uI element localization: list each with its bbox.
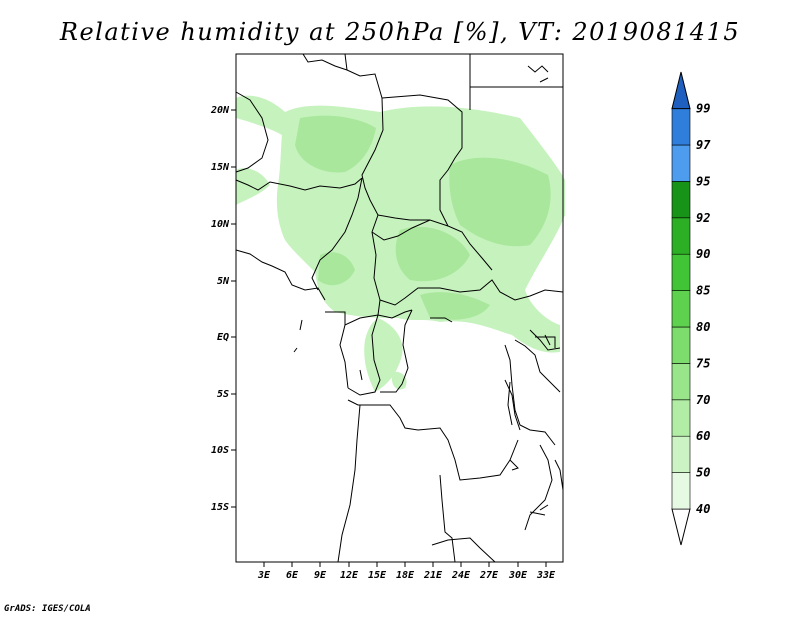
colorbar-label: 90: [696, 247, 710, 261]
map-frame: [235, 53, 564, 563]
lon-label: 33E: [536, 570, 556, 581]
lat-label: 10S: [211, 445, 229, 456]
lon-label: 24E: [451, 570, 471, 581]
lat-label: EQ: [217, 332, 229, 343]
lat-label: 5S: [217, 389, 229, 400]
colorbar-swatch: [671, 326, 691, 364]
colorbar-label: 92: [696, 211, 710, 225]
lon-label: 30E: [508, 570, 528, 581]
lon-label: 27E: [479, 570, 499, 581]
colorbar-label: 80: [696, 320, 710, 334]
lon-label: 15E: [368, 570, 387, 581]
lon-label: 6E: [286, 570, 299, 581]
colorbar-top-arrow: [671, 71, 691, 110]
colorbar-swatch: [671, 217, 691, 255]
colorbar-swatch: [671, 472, 691, 510]
lat-label: 20N: [210, 105, 230, 116]
colorbar-swatch: [671, 144, 691, 182]
lat-label: 5N: [217, 276, 230, 287]
lon-label: 3E: [257, 570, 271, 581]
chart-title: Relative humidity at 250hPa [%], VT: 201…: [59, 18, 741, 46]
colorbar-label: 97: [696, 138, 711, 152]
lon-label: 18E: [396, 570, 415, 581]
colorbar-label: 60: [696, 429, 710, 443]
lon-label: 9E: [314, 570, 327, 581]
colorbar-swatch: [671, 399, 691, 437]
humidity-shading-darker: [295, 115, 551, 320]
lon-label: 21E: [423, 570, 443, 581]
latitude-axis: 20N 15N 10N 5N EQ 5S 10S 15S: [210, 105, 236, 513]
colorbar-label: 95: [696, 174, 710, 188]
colorbar-label: 85: [696, 284, 710, 298]
colorbar-label: 70: [696, 393, 710, 407]
colorbar-swatch: [671, 253, 691, 291]
colorbar-label: 40: [696, 502, 710, 516]
colorbar-swatch: [671, 363, 691, 401]
lat-label: 15S: [211, 502, 229, 513]
lat-label: 10N: [211, 219, 230, 230]
colorbar-swatch: [671, 108, 691, 146]
colorbar: 40 50 60 70 75 80 85 90 92 95 97 99: [671, 71, 711, 546]
colorbar-bottom-arrow: [671, 508, 691, 546]
lon-label: 12E: [340, 570, 359, 581]
colorbar-label: 75: [696, 356, 710, 370]
country-borders: [235, 53, 564, 563]
colorbar-label: 99: [696, 102, 710, 116]
colorbar-swatch: [671, 181, 691, 219]
colorbar-swatch: [671, 290, 691, 328]
colorbar-swatch: [671, 435, 691, 473]
lat-label: 15N: [211, 162, 230, 173]
credit-text: GrADS: IGES/COLA: [4, 604, 91, 614]
colorbar-label: 50: [696, 466, 710, 480]
longitude-axis: 3E 6E 9E 12E 15E 18E 21E 24E 27E 30E 33E: [257, 562, 556, 581]
